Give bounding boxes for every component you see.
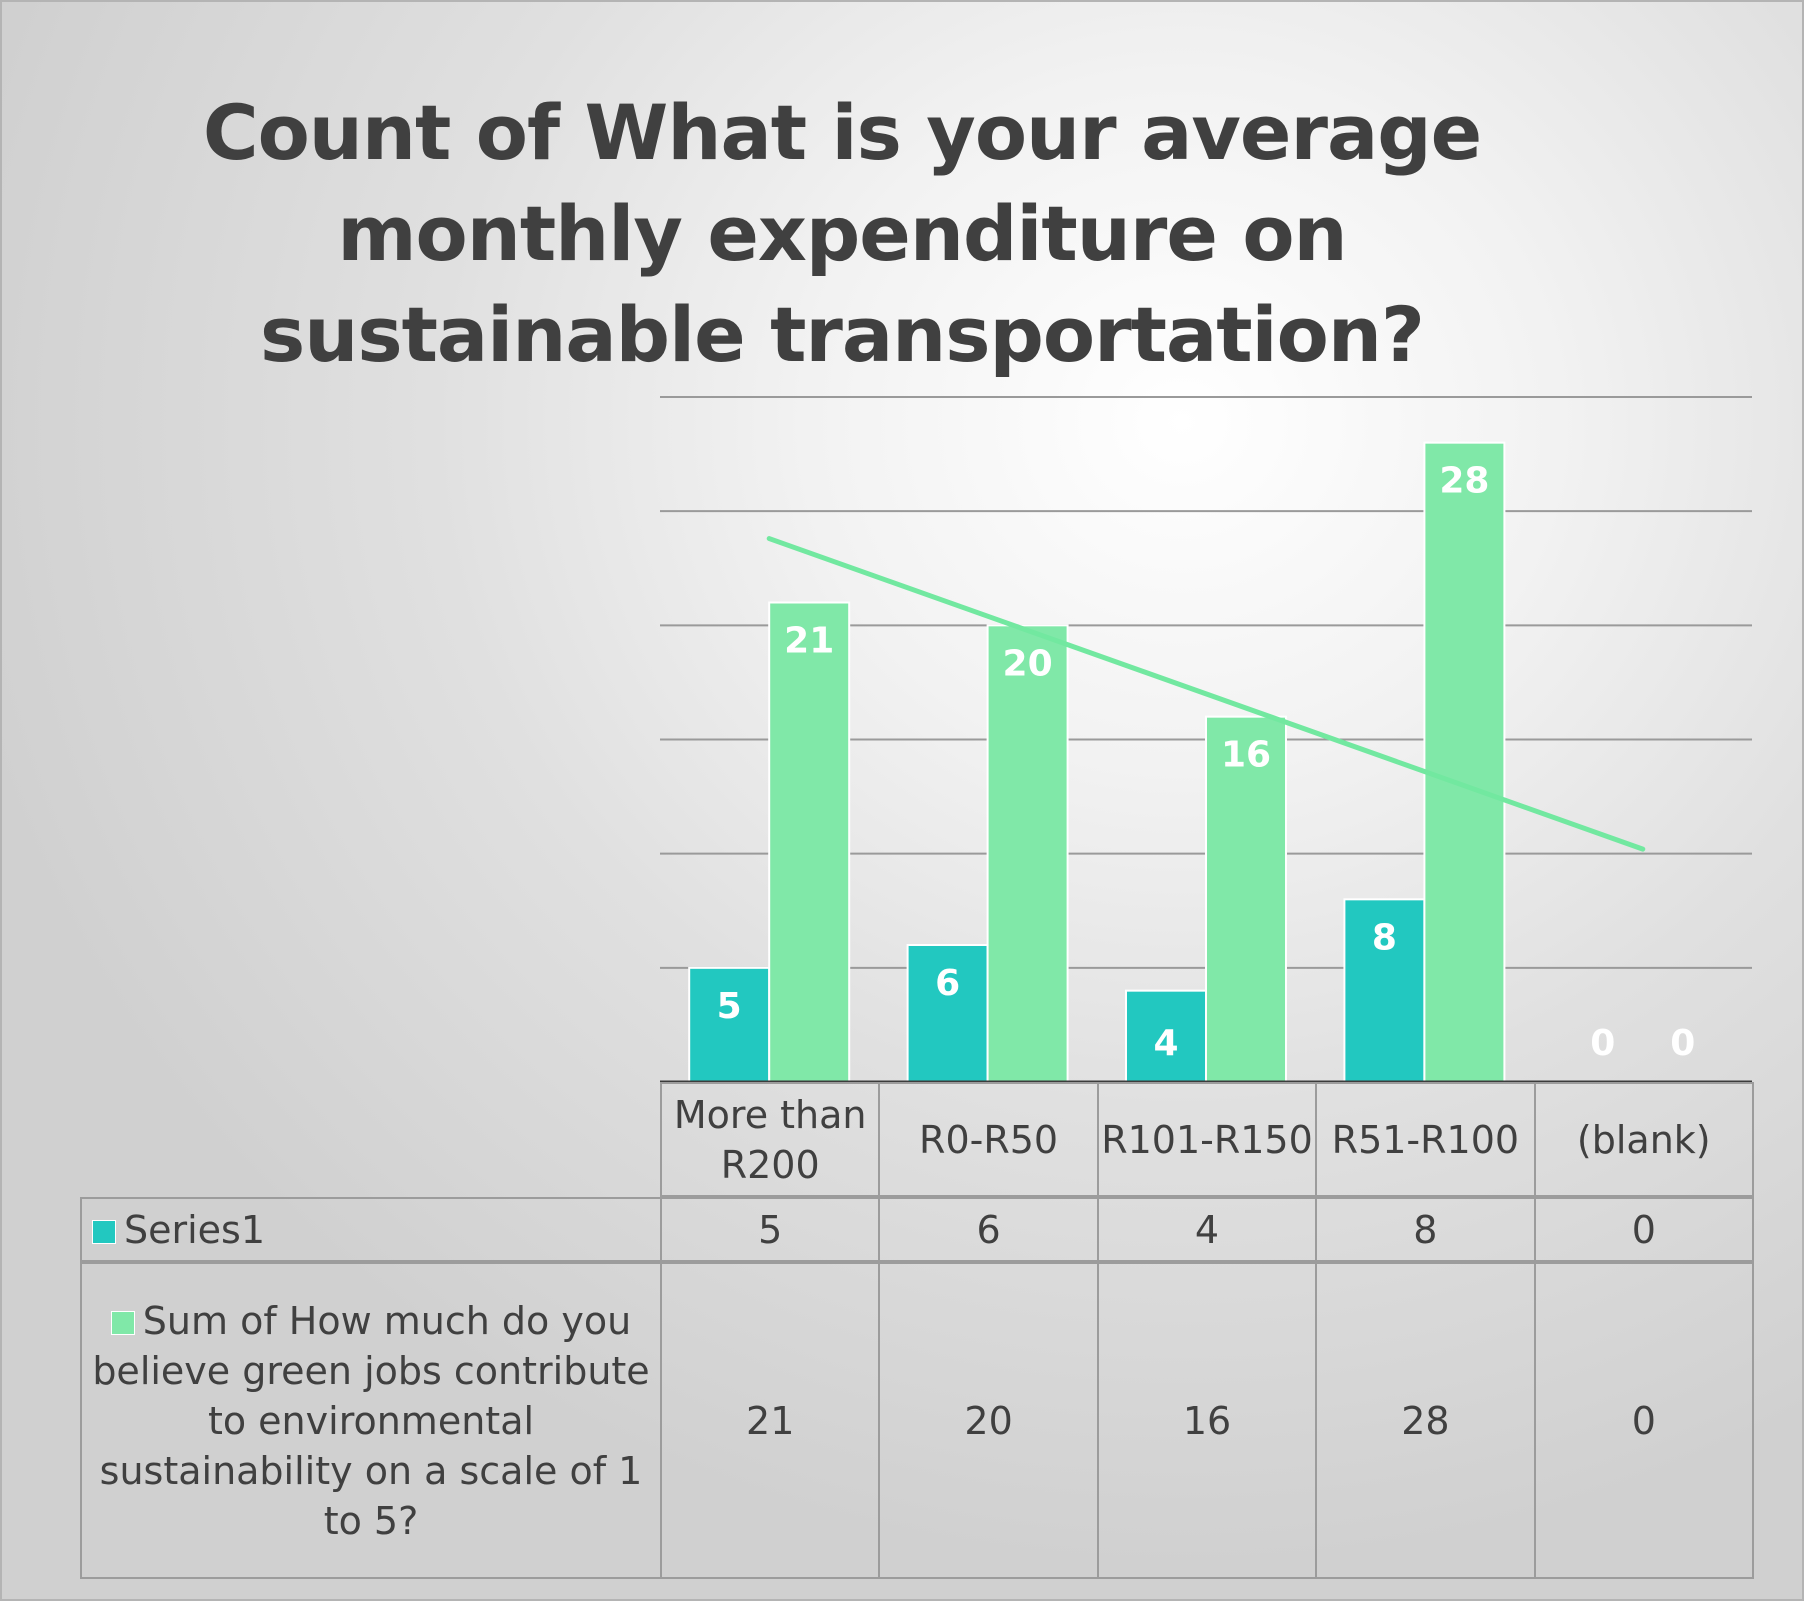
table-value: 21 <box>746 1398 795 1443</box>
series1-bar <box>906 944 989 1083</box>
category-header: R51-R100 <box>1315 1082 1536 1197</box>
series1-data-label: 6 <box>935 963 960 1004</box>
series2-bar <box>1423 441 1506 1083</box>
series1-data-label: 4 <box>1153 1023 1178 1064</box>
category-label: R101-R150 <box>1101 1117 1313 1162</box>
series2-swatch <box>110 1310 135 1335</box>
series2-bar <box>768 601 851 1083</box>
series2-data-label: 0 <box>1670 1023 1695 1064</box>
chart-title: Count of What is your average monthly ex… <box>202 88 1482 379</box>
table-value-cell: 0 <box>1533 1262 1754 1579</box>
category-header: (blank) <box>1533 1082 1754 1197</box>
series1-bar <box>1343 898 1426 1083</box>
category-label: More than R200 <box>673 1092 867 1187</box>
table-value: 0 <box>1631 1398 1656 1443</box>
category-header: More than R200 <box>660 1082 881 1197</box>
table-value-cell: 8 <box>1315 1197 1536 1262</box>
series-name: Series1 <box>124 1207 266 1252</box>
series-name: Sum of How much do you believe green job… <box>92 1298 650 1543</box>
legend-series1: Series1 <box>80 1197 662 1262</box>
table-value: 6 <box>976 1207 1001 1252</box>
series2-data-label: 16 <box>1221 735 1271 776</box>
table-value: 8 <box>1413 1207 1438 1252</box>
series2-data-label: 21 <box>784 621 834 662</box>
table-value: 20 <box>964 1398 1013 1443</box>
table-value-cell: 0 <box>1533 1197 1754 1262</box>
legend-entry: Series1 <box>92 1205 265 1255</box>
table-value: 4 <box>1194 1207 1220 1252</box>
series2-bar <box>986 624 1069 1083</box>
table-value: 0 <box>1631 1207 1656 1252</box>
category-header: R101-R150 <box>1096 1082 1318 1197</box>
table-value-cell: 16 <box>1096 1262 1318 1579</box>
series2-data-label: 20 <box>1003 643 1053 684</box>
category-label: (blank) <box>1576 1117 1711 1162</box>
series1-data-label: 0 <box>1590 1023 1615 1064</box>
table-value-cell: 21 <box>660 1262 881 1579</box>
table-value-cell: 5 <box>660 1197 881 1262</box>
legend-series2: Sum of How much do you believe green job… <box>80 1262 662 1579</box>
category-header: R0-R50 <box>878 1082 1099 1197</box>
series2-bar <box>1205 715 1287 1084</box>
legend-entry: Sum of How much do you believe green job… <box>92 1296 650 1546</box>
series1-bar <box>1125 989 1207 1084</box>
table-value-cell: 20 <box>878 1262 1099 1579</box>
series2-data-label: 28 <box>1439 461 1489 502</box>
series1-swatch <box>92 1219 116 1244</box>
series1-bar <box>688 966 771 1083</box>
category-label: R0-R50 <box>919 1117 1059 1162</box>
table-value: 28 <box>1401 1398 1450 1443</box>
table-value-cell: 28 <box>1315 1262 1536 1579</box>
series1-data-label: 5 <box>717 986 742 1027</box>
table-value-cell: 4 <box>1096 1197 1318 1262</box>
table-value: 5 <box>758 1207 783 1252</box>
table-value-cell: 6 <box>878 1197 1099 1262</box>
trendline <box>766 536 1646 852</box>
category-label: R51-R100 <box>1331 1117 1520 1162</box>
table-value: 16 <box>1182 1398 1232 1443</box>
series1-data-label: 8 <box>1372 917 1397 958</box>
